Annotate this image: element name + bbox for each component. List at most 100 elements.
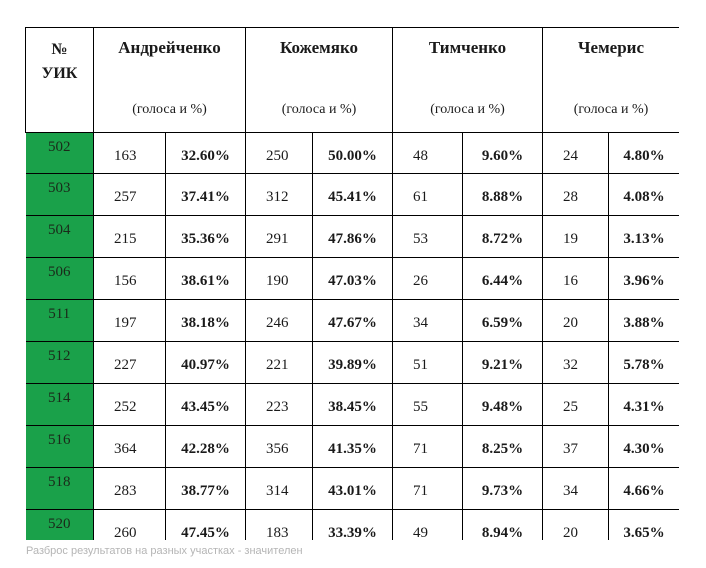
uik-number-cell: 502 bbox=[25, 132, 94, 174]
table-row: 520 260 47.45% 183 33.39% 49 8.94% 20 3.65% bbox=[25, 509, 679, 540]
vote-count-cell: 20 bbox=[542, 299, 610, 342]
header-row: № УИК Андрейченко Кожемяко Тимченко Чеме… bbox=[25, 27, 679, 133]
vote-count-cell: 250 bbox=[245, 132, 313, 174]
vote-count-cell: 163 bbox=[93, 132, 166, 174]
vote-count-cell: 25 bbox=[542, 383, 610, 426]
table-row: 511 197 38.18% 246 47.67% 34 6.59% 20 3.88% bbox=[25, 299, 679, 342]
vote-count-cell: 61 bbox=[392, 173, 463, 216]
table-row: 504 215 35.36% 291 47.86% 53 8.72% 19 3.13% bbox=[25, 215, 679, 258]
vote-percent-cell: 4.30% bbox=[608, 425, 679, 468]
table-row: 512 227 40.97% 221 39.89% 51 9.21% 32 5.78% bbox=[25, 341, 679, 384]
candidate-header-andreychenko: Андрейченко bbox=[93, 27, 246, 80]
vote-count-cell: 221 bbox=[245, 341, 313, 384]
vote-percent-cell: 8.25% bbox=[461, 425, 544, 468]
vote-count-cell: 28 bbox=[542, 173, 610, 216]
vote-percent-cell: 47.67% bbox=[312, 299, 393, 342]
vote-percent-cell: 9.73% bbox=[461, 467, 544, 510]
vote-count-cell: 55 bbox=[392, 383, 463, 426]
vote-count-cell: 71 bbox=[392, 467, 463, 510]
vote-unit-label: (голоса и %) bbox=[93, 80, 246, 133]
vote-count-cell: 291 bbox=[245, 215, 313, 258]
vote-percent-cell: 4.66% bbox=[608, 467, 679, 510]
candidate-header-timchenko: Тимченко bbox=[391, 27, 544, 80]
uik-number-cell: 503 bbox=[25, 173, 94, 216]
vote-percent-cell: 9.60% bbox=[461, 132, 544, 174]
image-caption: Разброс результатов на разных участках -… bbox=[26, 545, 303, 557]
table-row: 502 163 32.60% 250 50.00% 48 9.60% 24 4.80% bbox=[25, 132, 679, 174]
vote-percent-cell: 38.61% bbox=[165, 257, 246, 300]
candidate-header-kozhemyako: Кожемяко bbox=[245, 27, 393, 80]
header-subtitle-row: (голоса и %) (голоса и %) (голоса и %) (… bbox=[26, 80, 679, 133]
vote-percent-cell: 43.45% bbox=[165, 383, 246, 426]
vote-count-cell: 312 bbox=[245, 173, 313, 216]
table-row: 503 257 37.41% 312 45.41% 61 8.88% 28 4.08% bbox=[25, 173, 679, 216]
vote-percent-cell: 45.41% bbox=[312, 173, 393, 216]
vote-percent-cell: 40.97% bbox=[165, 341, 246, 384]
vote-percent-cell: 38.18% bbox=[165, 299, 246, 342]
vote-percent-cell: 37.41% bbox=[165, 173, 246, 216]
vote-count-cell: 32 bbox=[542, 341, 610, 384]
vote-percent-cell: 4.31% bbox=[608, 383, 679, 426]
vote-percent-cell: 8.88% bbox=[461, 173, 544, 216]
vote-count-cell: 34 bbox=[542, 467, 610, 510]
vote-percent-cell: 4.08% bbox=[608, 173, 679, 216]
uik-header-label: УИК bbox=[41, 65, 78, 82]
uik-number-cell: 516 bbox=[25, 425, 94, 468]
table-row: 518 283 38.77% 314 43.01% 71 9.73% 34 4.66% bbox=[25, 467, 679, 510]
vote-count-cell: 16 bbox=[542, 257, 610, 300]
vote-percent-cell: 43.01% bbox=[312, 467, 393, 510]
vote-count-cell: 314 bbox=[245, 467, 313, 510]
vote-unit-label: (голоса и %) bbox=[391, 80, 544, 133]
vote-percent-cell: 33.39% bbox=[312, 509, 393, 540]
vote-count-cell: 19 bbox=[542, 215, 610, 258]
vote-count-cell: 26 bbox=[392, 257, 463, 300]
vote-percent-cell: 38.45% bbox=[312, 383, 393, 426]
table-row: 506 156 38.61% 190 47.03% 26 6.44% 16 3.96% bbox=[25, 257, 679, 300]
candidate-header-chemeris: Чемерис bbox=[542, 27, 679, 80]
vote-percent-cell: 3.13% bbox=[608, 215, 679, 258]
results-table: № УИК Андрейченко Кожемяко Тимченко Чеме… bbox=[25, 27, 679, 540]
vote-percent-cell: 47.03% bbox=[312, 257, 393, 300]
vote-percent-cell: 8.72% bbox=[461, 215, 544, 258]
vote-percent-cell: 3.96% bbox=[608, 257, 679, 300]
vote-count-cell: 252 bbox=[93, 383, 166, 426]
uik-column-header: № УИК bbox=[25, 27, 94, 133]
vote-percent-cell: 35.36% bbox=[165, 215, 246, 258]
vote-percent-cell: 32.60% bbox=[165, 132, 246, 174]
uik-header-number-sign: № bbox=[51, 41, 68, 58]
vote-percent-cell: 47.86% bbox=[312, 215, 393, 258]
vote-percent-cell: 39.89% bbox=[312, 341, 393, 384]
vote-count-cell: 356 bbox=[245, 425, 313, 468]
vote-count-cell: 51 bbox=[392, 341, 463, 384]
vote-count-cell: 71 bbox=[392, 425, 463, 468]
vote-count-cell: 246 bbox=[245, 299, 313, 342]
vote-count-cell: 37 bbox=[542, 425, 610, 468]
uik-number-cell: 504 bbox=[25, 215, 94, 258]
table-body: 502 163 32.60% 250 50.00% 48 9.60% 24 4.80% 503 25… bbox=[25, 132, 679, 540]
vote-percent-cell: 50.00% bbox=[312, 132, 393, 174]
vote-percent-cell: 3.88% bbox=[608, 299, 679, 342]
vote-count-cell: 227 bbox=[93, 341, 166, 384]
vote-count-cell: 197 bbox=[93, 299, 166, 342]
vote-count-cell: 223 bbox=[245, 383, 313, 426]
vote-count-cell: 48 bbox=[392, 132, 463, 174]
uik-number-cell: 511 bbox=[25, 299, 94, 342]
vote-count-cell: 283 bbox=[93, 467, 166, 510]
vote-percent-cell: 6.59% bbox=[461, 299, 544, 342]
uik-number-cell: 506 bbox=[25, 257, 94, 300]
vote-percent-cell: 9.21% bbox=[461, 341, 544, 384]
vote-percent-cell: 38.77% bbox=[165, 467, 246, 510]
vote-percent-cell: 8.94% bbox=[461, 509, 544, 540]
vote-percent-cell: 9.48% bbox=[461, 383, 544, 426]
vote-count-cell: 24 bbox=[542, 132, 610, 174]
table-row: 516 364 42.28% 356 41.35% 71 8.25% 37 4.30% bbox=[25, 425, 679, 468]
vote-count-cell: 183 bbox=[245, 509, 313, 540]
vote-count-cell: 215 bbox=[93, 215, 166, 258]
vote-count-cell: 53 bbox=[392, 215, 463, 258]
vote-percent-cell: 42.28% bbox=[165, 425, 246, 468]
vote-count-cell: 190 bbox=[245, 257, 313, 300]
vote-percent-cell: 4.80% bbox=[608, 132, 679, 174]
table-row: 514 252 43.45% 223 38.45% 55 9.48% 25 4.31% bbox=[25, 383, 679, 426]
uik-number-cell: 520 bbox=[25, 509, 94, 540]
uik-number-cell: 514 bbox=[25, 383, 94, 426]
